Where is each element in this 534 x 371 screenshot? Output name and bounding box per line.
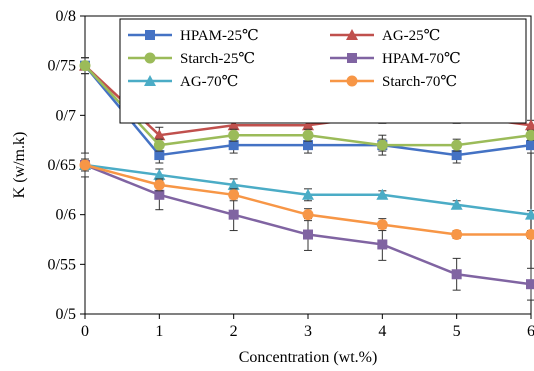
data-point	[228, 129, 240, 141]
legend-label: AG-25℃	[382, 28, 440, 44]
legend-label: AG-70℃	[180, 74, 238, 90]
data-point	[525, 208, 534, 220]
legend-marker	[145, 30, 155, 40]
legend-item: Starch-70℃	[330, 74, 457, 90]
y-tick-label: 0/75	[48, 58, 76, 75]
series-3	[80, 152, 534, 301]
data-point	[153, 168, 166, 180]
data-point	[451, 150, 462, 161]
legend-label: HPAM-25℃	[180, 28, 259, 44]
data-point	[227, 178, 240, 190]
legend-item: AG-25℃	[330, 28, 440, 44]
legend-marker	[144, 52, 156, 64]
data-point	[303, 229, 313, 240]
x-tick-label: 6	[527, 323, 534, 340]
legend-item: HPAM-70℃	[330, 51, 461, 67]
data-point	[79, 60, 91, 72]
data-point	[376, 219, 388, 231]
data-point	[227, 119, 240, 131]
data-point	[302, 209, 314, 221]
data-point	[154, 189, 165, 200]
x-tick-label: 1	[155, 323, 163, 340]
data-point	[376, 139, 388, 151]
legend-label: Starch-25℃	[180, 51, 255, 67]
data-point	[451, 269, 462, 280]
data-point	[451, 139, 463, 151]
data-point	[451, 229, 463, 241]
data-point	[153, 129, 166, 141]
data-point	[79, 159, 91, 171]
data-point	[526, 140, 534, 151]
y-axis-title: K (w/m.k)	[11, 132, 28, 199]
x-tick-label: 3	[304, 323, 312, 340]
legend-marker	[346, 29, 358, 40]
legend-item: HPAM-25℃	[128, 28, 259, 44]
legend-label: HPAM-70℃	[382, 51, 461, 67]
x-tick-label: 4	[378, 323, 386, 340]
data-point	[228, 140, 239, 151]
x-axis-title: Concentration (wt.%)	[239, 349, 378, 366]
legend-marker	[347, 53, 357, 63]
data-point	[303, 140, 313, 151]
data-point	[525, 229, 534, 241]
data-point	[377, 239, 388, 250]
x-tick-label: 2	[230, 323, 238, 340]
data-point	[526, 279, 534, 290]
y-tick-label: 0/5	[56, 306, 76, 323]
data-point	[302, 188, 314, 200]
data-point	[153, 179, 165, 191]
legend-marker	[144, 75, 156, 86]
legend-item: Starch-25℃	[128, 51, 255, 67]
y-tick-label: 0/6	[56, 207, 76, 224]
y-tick-label: 0/55	[48, 256, 76, 273]
data-point	[450, 198, 463, 210]
series-5	[79, 158, 534, 241]
data-point	[302, 129, 314, 141]
data-point	[228, 209, 239, 220]
data-point	[154, 150, 165, 161]
data-point	[228, 189, 240, 201]
data-point	[153, 139, 165, 151]
data-point	[302, 119, 314, 131]
x-tick-label: 5	[453, 323, 461, 340]
data-point	[376, 188, 389, 200]
data-point	[525, 129, 534, 141]
legend-item: AG-70℃	[128, 74, 238, 90]
data-point	[525, 119, 534, 131]
series-2	[79, 57, 534, 152]
y-tick-label: 0/8	[56, 8, 76, 25]
legend-marker	[346, 75, 358, 87]
y-tick-label: 0/7	[56, 107, 76, 124]
legend-label: Starch-70℃	[382, 74, 457, 90]
y-tick-label: 0/65	[48, 157, 76, 174]
legend-box	[119, 18, 527, 124]
x-tick-label: 0	[81, 323, 89, 340]
